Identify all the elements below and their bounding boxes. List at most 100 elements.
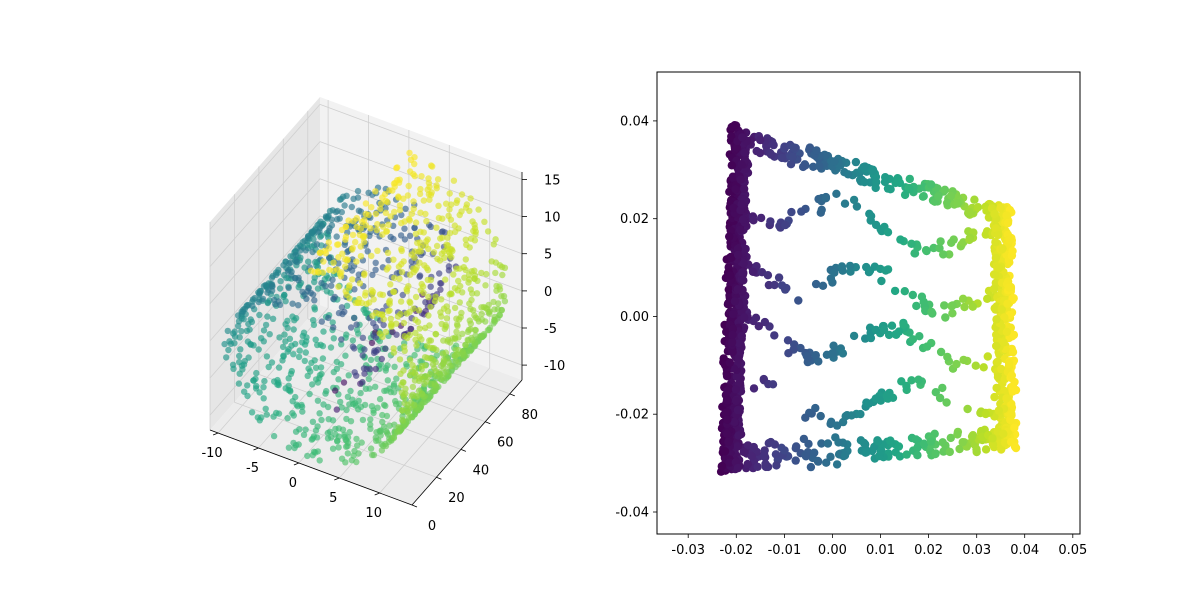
point-3d [276, 334, 283, 341]
point-2d [997, 364, 1006, 374]
x-tick-label: 5 [329, 491, 337, 506]
grid-line-z [319, 178, 523, 255]
point-2d [981, 445, 991, 454]
point-2d [902, 450, 911, 459]
point-2d [979, 363, 988, 372]
point-3d [349, 231, 357, 239]
point-3d [279, 343, 287, 351]
point-3d [296, 347, 303, 354]
point-3d [425, 293, 432, 301]
point-2d [729, 364, 739, 373]
point-3d [491, 313, 498, 321]
point-3d [324, 435, 332, 442]
point-3d [401, 225, 408, 232]
point-2d [754, 322, 763, 331]
point-2d [926, 180, 936, 189]
point-2d [981, 409, 990, 419]
point-3d [266, 331, 273, 338]
grid-line-z [209, 104, 321, 230]
point-2d [993, 372, 1003, 382]
point-3d [396, 275, 403, 282]
point-3d [443, 315, 451, 322]
point-3d [302, 247, 309, 254]
point-2d [1005, 235, 1014, 245]
point-3d [314, 379, 322, 386]
point-3d [335, 260, 342, 267]
x-tick [293, 462, 300, 466]
point-3d [268, 359, 276, 366]
point-2d [946, 433, 955, 443]
point-3d [501, 298, 509, 305]
point-2d [948, 309, 957, 318]
point-2d [810, 448, 819, 457]
point-2d [945, 250, 954, 259]
point-3d [410, 205, 417, 212]
point-2d [845, 261, 855, 271]
point-3d [463, 241, 470, 248]
point-3d [329, 276, 336, 283]
point-3d [378, 447, 386, 454]
point-2d [841, 412, 850, 421]
point-3d [433, 242, 441, 250]
grid-line-z [319, 104, 523, 180]
x-tick [374, 492, 380, 496]
point-3d [335, 444, 342, 451]
point-3d [360, 365, 368, 372]
point-3d [478, 304, 485, 311]
point-3d [398, 407, 406, 414]
point-2d [781, 220, 790, 230]
x-tick [212, 432, 219, 436]
point-3d [326, 254, 333, 262]
point-3d [473, 290, 481, 297]
point-3d [284, 415, 291, 422]
point-3d [374, 221, 381, 228]
point-2d [721, 408, 730, 417]
point-3d [302, 426, 309, 433]
grid-line-z [209, 178, 321, 304]
point-3d [362, 210, 369, 218]
3d-tick-labels: -10 -5 0 5 10 0 20 40 60 80 -10 -5 0 5 10 15 [201, 173, 565, 534]
point-3d [387, 213, 394, 220]
point-3d [268, 274, 276, 281]
point-2d [968, 302, 977, 311]
point-3d [284, 348, 291, 355]
point-3d [421, 262, 428, 269]
point-2d [947, 301, 956, 311]
point-3d [402, 205, 409, 212]
point-3d [347, 418, 355, 425]
point-3d [323, 288, 331, 295]
point-2d [760, 317, 770, 327]
point-3d [295, 284, 302, 291]
point-3d [309, 452, 316, 459]
point-3d [390, 256, 397, 263]
point-2d [737, 200, 746, 209]
point-3d [411, 224, 418, 232]
point-3d [405, 182, 412, 190]
point-2d [734, 431, 743, 440]
point-3d [223, 354, 230, 361]
point-3d [377, 205, 384, 212]
point-3d [443, 241, 450, 248]
point-2d [1010, 442, 1020, 451]
point-3d [390, 349, 398, 356]
point-3d [337, 273, 345, 280]
point-2d [965, 207, 974, 217]
point-3d [467, 195, 474, 202]
point-3d [379, 231, 386, 238]
point-2d [730, 417, 739, 427]
point-3d [379, 223, 387, 230]
point-3d [453, 328, 460, 335]
point-3d [470, 227, 477, 235]
point-2d [763, 271, 773, 280]
point-3d [370, 296, 377, 303]
point-2d [740, 184, 749, 193]
point-3d [438, 320, 445, 328]
point-2d [877, 276, 886, 286]
point-3d [445, 267, 453, 274]
point-3d [429, 163, 436, 170]
point-3d [345, 217, 352, 224]
point-2d [730, 297, 740, 306]
point-2d [993, 357, 1002, 366]
point-2d [988, 434, 997, 443]
point-2d [990, 209, 999, 219]
